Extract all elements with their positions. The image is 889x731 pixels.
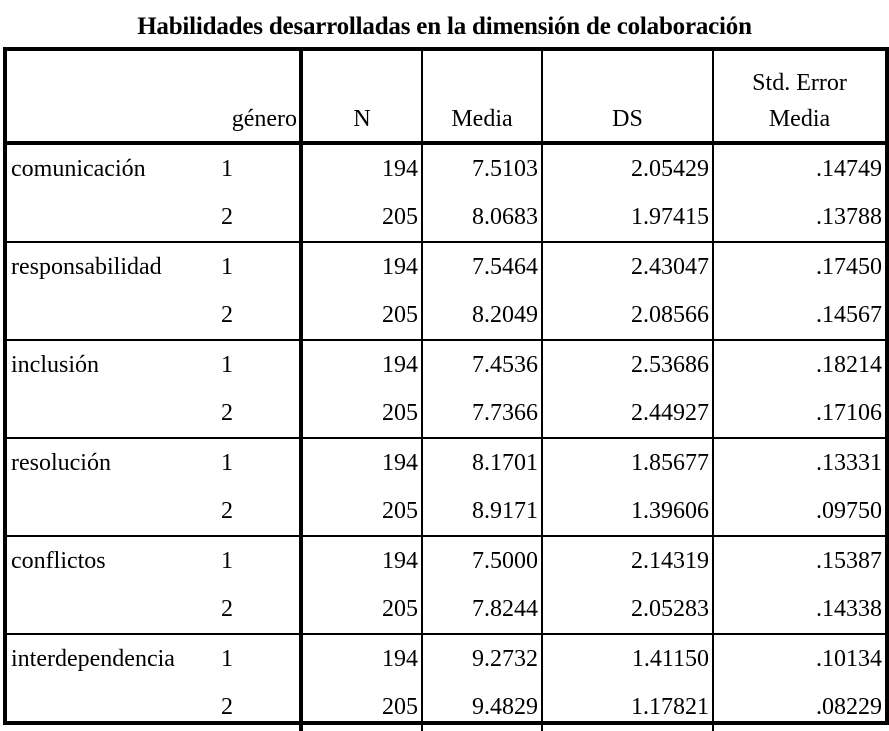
variable-label: interdependencia: [11, 646, 175, 672]
header-std-error: Std. Error Media: [713, 51, 885, 145]
header-variable: [7, 51, 213, 145]
media-cell: 8.1701: [422, 438, 543, 487]
table-title: Habilidades desarrolladas en la dimensió…: [137, 13, 752, 40]
genero-cell: 2: [213, 683, 303, 731]
ds-cell: 2.53686: [542, 340, 714, 389]
header-genero: género: [213, 51, 303, 145]
table-row: 2 205 7.7366 2.44927 .17106: [7, 389, 885, 439]
n-cell: 205: [301, 389, 423, 439]
ds-cell: 1.39606: [542, 487, 714, 537]
ds-cell: 1.41150: [542, 634, 714, 683]
std-error-cell: .08229: [816, 694, 882, 720]
header-std-error-line2: Media: [768, 106, 831, 132]
n-cell: 205: [301, 291, 423, 341]
ds-cell: 1.85677: [542, 438, 714, 487]
ds-cell: 2.05283: [542, 585, 714, 635]
statistics-table: género N Media DS Std. Error Media comuni…: [3, 47, 889, 731]
genero-cell: 2: [213, 193, 303, 243]
table-row: 2 205 8.9171 1.39606 .09750: [7, 487, 885, 537]
genero-cell: 2: [213, 389, 303, 439]
std-error-cell: .13788: [713, 193, 885, 243]
ds-cell: 1.17821: [542, 683, 714, 731]
media-cell: 7.4536: [422, 340, 543, 389]
media-cell: 8.0683: [422, 193, 543, 243]
std-error-cell: .15387: [816, 548, 882, 574]
n-cell: 205: [301, 683, 423, 731]
n-cell: 194: [301, 536, 423, 585]
media-cell: 7.5000: [422, 536, 543, 585]
ds-cell: 2.08566: [542, 291, 714, 341]
media-cell: 7.8244: [422, 585, 543, 635]
variable-label-empty: [7, 585, 213, 635]
variable-label-empty: [7, 291, 213, 341]
variable-label-empty: [7, 683, 213, 731]
ds-cell: 2.05429: [542, 143, 714, 193]
table-row: comunicación 1 194 7.5103 2.05429 .14749: [7, 143, 885, 193]
genero-cell: 1: [213, 536, 303, 585]
n-cell: 205: [301, 585, 423, 635]
media-cell: 9.2732: [422, 634, 543, 683]
genero-cell: 1: [213, 143, 303, 193]
table-row: 2 205 7.8244 2.05283 .14338: [7, 585, 885, 635]
n-cell: 194: [301, 634, 423, 683]
std-error-cell: .17450: [816, 254, 882, 280]
std-error-cell: .14567: [713, 291, 885, 341]
group-statistics-table: género N Media DS Std. Error Media comuni…: [7, 51, 885, 731]
table-row: 2 205 8.2049 2.08566 .14567: [7, 291, 885, 341]
n-cell: 194: [301, 242, 423, 291]
std-error-cell: .10134: [816, 646, 882, 672]
n-cell: 194: [301, 438, 423, 487]
media-cell: 9.4829: [422, 683, 543, 731]
variable-label-empty: [7, 193, 213, 243]
variable-label-empty: [7, 389, 213, 439]
table-body: comunicación 1 194 7.5103 2.05429 .14749…: [7, 143, 885, 731]
media-cell: 8.2049: [422, 291, 543, 341]
media-cell: 8.9171: [422, 487, 543, 537]
header-media: Media: [422, 51, 543, 145]
ds-cell: 2.43047: [542, 242, 714, 291]
genero-cell: 2: [213, 585, 303, 635]
ds-cell: 1.97415: [542, 193, 714, 243]
std-error-cell: .18214: [816, 352, 882, 378]
n-cell: 205: [301, 487, 423, 537]
variable-label: resolución: [11, 450, 111, 476]
header-row: género N Media DS Std. Error Media: [7, 51, 885, 145]
table-row: responsabilidad 1 194 7.5464 2.43047 .17…: [7, 242, 885, 291]
header-std-error-line1: Std. Error: [752, 70, 847, 96]
table-row: conflictos 1 194 7.5000 2.14319 .15387: [7, 536, 885, 585]
ds-cell: 2.14319: [542, 536, 714, 585]
std-error-cell: .14749: [816, 156, 882, 182]
genero-cell: 1: [213, 340, 303, 389]
variable-label-empty: [7, 487, 213, 537]
media-cell: 7.5103: [422, 143, 543, 193]
std-error-cell: .17106: [713, 389, 885, 439]
genero-cell: 2: [213, 487, 303, 537]
variable-label: responsabilidad: [11, 254, 162, 280]
ds-cell: 2.44927: [542, 389, 714, 439]
std-error-cell: .09750: [713, 487, 885, 537]
n-cell: 194: [301, 340, 423, 389]
n-cell: 194: [301, 143, 423, 193]
genero-cell: 1: [213, 634, 303, 683]
variable-label: comunicación: [11, 156, 146, 182]
table-row: interdependencia 1 194 9.2732 1.41150 .1…: [7, 634, 885, 683]
media-cell: 7.7366: [422, 389, 543, 439]
std-error-cell: .13331: [816, 450, 882, 476]
std-error-cell: .14338: [713, 585, 885, 635]
genero-cell: 1: [213, 438, 303, 487]
header-ds: DS: [542, 51, 714, 145]
genero-cell: 1: [213, 242, 303, 291]
variable-label: conflictos: [11, 548, 106, 574]
variable-label: inclusión: [11, 352, 99, 378]
n-cell: 205: [301, 193, 423, 243]
header-n: N: [301, 51, 423, 145]
table-row: 2 205 8.0683 1.97415 .13788: [7, 193, 885, 243]
table-row: 2 205 9.4829 1.17821 .08229: [7, 683, 885, 731]
table-row: resolución 1 194 8.1701 1.85677 .13331: [7, 438, 885, 487]
media-cell: 7.5464: [422, 242, 543, 291]
genero-cell: 2: [213, 291, 303, 341]
table-row: inclusión 1 194 7.4536 2.53686 .18214: [7, 340, 885, 389]
